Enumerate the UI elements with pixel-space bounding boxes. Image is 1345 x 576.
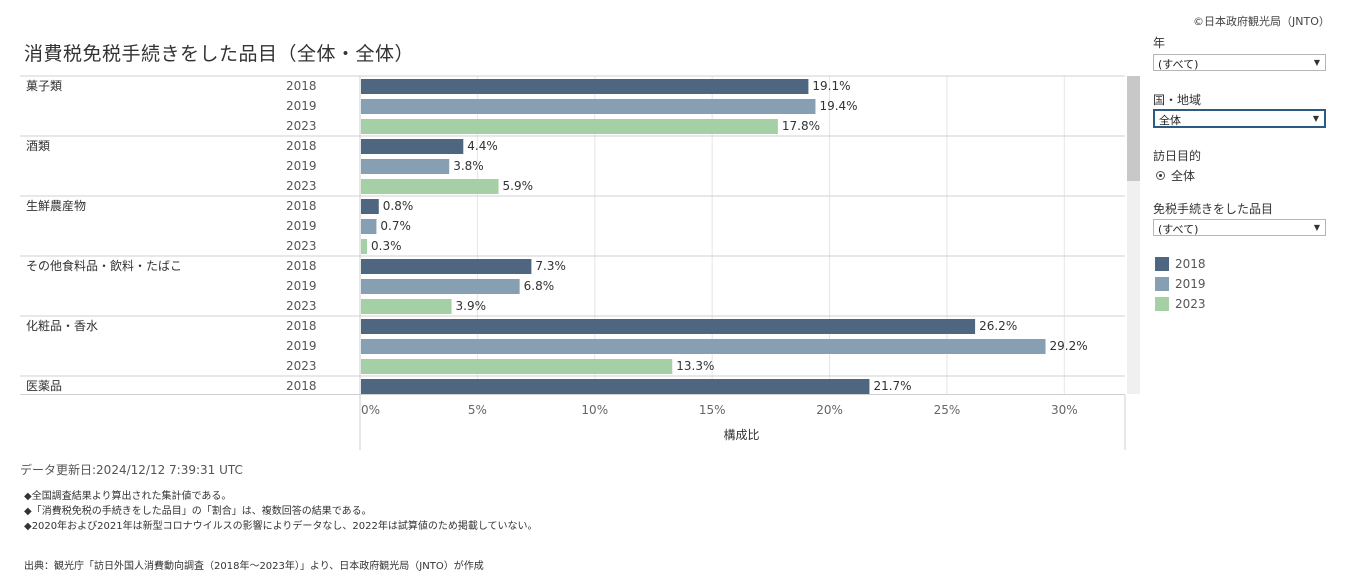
note-3: ◆2020年および2021年は新型コロナウイルスの影響によりデータなし、2022… [24, 521, 538, 532]
legend-swatch-2023 [1155, 297, 1169, 311]
year-label: 2019 [286, 159, 317, 173]
x-tick-label: 0% [361, 403, 380, 417]
category-label: その他食料品・飲料・たばこ [26, 258, 182, 273]
x-tick-label: 5% [468, 403, 487, 417]
category-label: 菓子類 [26, 79, 62, 93]
chevron-down-icon: ▼ [1313, 223, 1320, 232]
x-tick-label: 10% [581, 403, 608, 417]
year-label: 2018 [286, 139, 317, 153]
bar-2023[interactable] [361, 179, 499, 194]
year-filter-value: (すべて) [1158, 58, 1199, 71]
item-filter-value: (すべて) [1158, 223, 1199, 236]
source-text: 出典：観光庁「訪日外国人消費動向調査（2018年～2023年）」より、日本政府観… [24, 561, 484, 572]
bar-value-label: 19.4% [819, 99, 857, 113]
legend-item-2023[interactable]: 2023 [1155, 297, 1206, 311]
bar-value-label: 13.3% [676, 359, 714, 373]
bar-value-label: 19.1% [812, 79, 850, 93]
bar-2019[interactable] [361, 219, 377, 234]
legend-swatch-2018 [1155, 257, 1169, 271]
legend-item-2019[interactable]: 2019 [1155, 277, 1206, 291]
year-label: 2023 [286, 119, 317, 133]
legend-label-2023: 2023 [1175, 297, 1206, 311]
chevron-down-icon: ▼ [1312, 114, 1319, 123]
bar-2023[interactable] [361, 239, 368, 254]
year-filter-label: 年 [1153, 36, 1166, 50]
region-filter-select[interactable]: 全体 ▼ [1153, 109, 1326, 128]
year-label: 2023 [286, 359, 317, 373]
x-axis-title: 構成比 [723, 428, 759, 442]
year-label: 2019 [286, 339, 317, 353]
year-label: 2018 [286, 259, 317, 273]
purpose-filter-label: 訪日目的 [1153, 149, 1202, 163]
bar-2019[interactable] [361, 159, 450, 174]
item-filter-label: 免税手続きをした品目 [1153, 202, 1274, 216]
bar-2018[interactable] [361, 379, 870, 394]
note-2: ◆「消費税免税の手続きをした品目」の「割合」は、複数回答の結果である。 [24, 506, 372, 517]
legend-label-2019: 2019 [1175, 277, 1206, 291]
x-tick-label: 25% [934, 403, 961, 417]
bar-2018[interactable] [361, 199, 379, 214]
bar-2018[interactable] [361, 139, 464, 154]
bar-value-label: 0.3% [371, 239, 402, 253]
purpose-radio-label: 全体 [1171, 169, 1196, 183]
bar-2018[interactable] [361, 259, 532, 274]
legend-item-2018[interactable]: 2018 [1155, 257, 1206, 271]
chevron-down-icon: ▼ [1313, 58, 1320, 67]
bar-value-label: 0.8% [383, 199, 414, 213]
scrollbar-thumb[interactable] [1127, 76, 1140, 181]
bar-value-label: 5.9% [503, 179, 534, 193]
year-label: 2023 [286, 179, 317, 193]
bar-2019[interactable] [361, 279, 520, 294]
year-filter-select[interactable]: (すべて) ▼ [1153, 54, 1326, 71]
bar-value-label: 0.7% [380, 219, 411, 233]
year-label: 2018 [286, 379, 317, 393]
bar-2023[interactable] [361, 299, 452, 314]
region-filter-label: 国・地域 [1153, 93, 1202, 107]
bar-2023[interactable] [361, 359, 673, 374]
bar-value-label: 4.4% [467, 139, 498, 153]
bar-2019[interactable] [361, 99, 816, 114]
chart-title: 消費税免税手続きをした品目（全体・全体） [24, 43, 415, 65]
notes: ◆全国調査結果より算出された集計値である。 ◆「消費税免税の手続きをした品目」の… [24, 489, 538, 534]
copyright-text: ©日本政府観光局（JNTO） [1193, 15, 1330, 28]
bar-value-label: 6.8% [524, 279, 555, 293]
bar-chart: 菓子類 2018 19.1% 2019 19.4% 2023 17.8% 酒類 2018 4.4%… [20, 75, 1140, 450]
legend-swatch-2019 [1155, 277, 1169, 291]
bar-2023[interactable] [361, 119, 778, 134]
region-filter-value: 全体 [1159, 114, 1181, 127]
bar-2018[interactable] [361, 79, 809, 94]
purpose-radio-all[interactable]: 全体 [1156, 167, 1195, 184]
x-tick-label: 30% [1051, 403, 1078, 417]
note-1: ◆全国調査結果より算出された集計値である。 [24, 491, 232, 502]
year-label: 2023 [286, 239, 317, 253]
item-filter-select[interactable]: (すべて) ▼ [1153, 219, 1326, 236]
year-label: 2018 [286, 319, 317, 333]
bar-2018[interactable] [361, 319, 976, 334]
x-tick-label: 20% [816, 403, 843, 417]
year-label: 2019 [286, 279, 317, 293]
bar-value-label: 3.9% [456, 299, 487, 313]
year-label: 2023 [286, 299, 317, 313]
category-label: 生鮮農産物 [26, 198, 86, 213]
category-label: 酒類 [26, 139, 50, 153]
bar-value-label: 26.2% [979, 319, 1017, 333]
bar-value-label: 29.2% [1050, 339, 1088, 353]
year-label: 2019 [286, 219, 317, 233]
bar-value-label: 3.8% [453, 159, 484, 173]
category-label: 医薬品 [26, 379, 62, 393]
year-label: 2019 [286, 99, 317, 113]
bar-value-label: 21.7% [873, 379, 911, 393]
data-updated: データ更新日:2024/12/12 7:39:31 UTC [20, 463, 243, 477]
bar-value-label: 17.8% [782, 119, 820, 133]
year-label: 2018 [286, 79, 317, 93]
bar-2019[interactable] [361, 339, 1046, 354]
bar-value-label: 7.3% [535, 259, 566, 273]
radio-selected-icon [1156, 171, 1165, 180]
x-tick-label: 15% [699, 403, 726, 417]
legend-label-2018: 2018 [1175, 257, 1206, 271]
category-label: 化粧品・香水 [26, 319, 98, 333]
year-label: 2018 [286, 199, 317, 213]
